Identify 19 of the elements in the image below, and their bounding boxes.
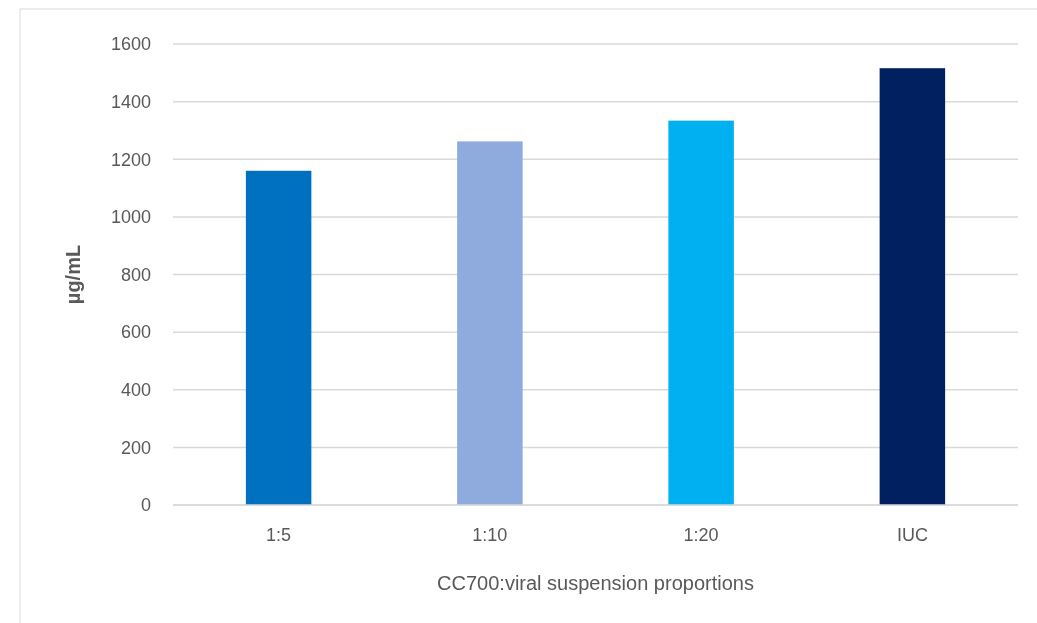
y-tick-label: 400 xyxy=(120,380,151,401)
y-tick-label: 1000 xyxy=(110,207,151,228)
y-tick-label: 1600 xyxy=(110,34,151,55)
y-axis-title: µg/mL xyxy=(62,244,84,305)
bar xyxy=(245,170,312,505)
x-axis-title: CC700:viral suspension proportions xyxy=(437,572,754,594)
y-tick-label: 200 xyxy=(120,437,151,458)
y-tick-label: 1400 xyxy=(110,91,151,112)
y-tick-label: 0 xyxy=(140,495,151,516)
x-tick-label: 1:20 xyxy=(683,525,719,545)
x-tick-label: IUC xyxy=(896,525,928,545)
x-tick-label: 1:5 xyxy=(266,525,292,545)
y-tick-label: 600 xyxy=(120,322,151,343)
y-tick-label: 1200 xyxy=(110,149,151,170)
x-tick-label: 1:10 xyxy=(472,525,508,545)
y-tick-label: 800 xyxy=(120,264,151,285)
bar xyxy=(668,120,734,505)
bar xyxy=(879,68,946,505)
bar xyxy=(457,141,523,505)
